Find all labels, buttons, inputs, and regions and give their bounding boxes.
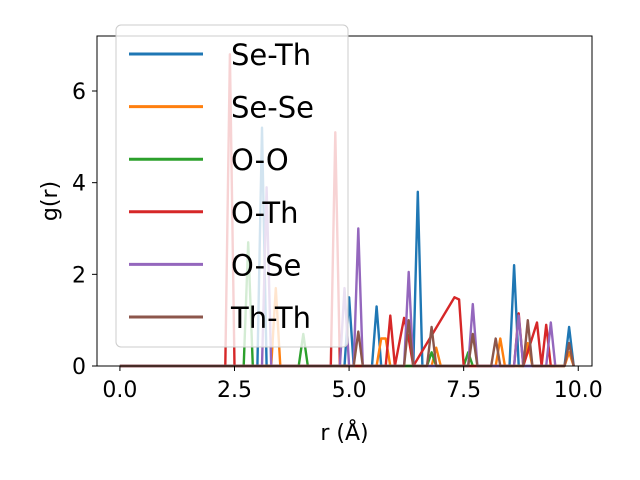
legend-box bbox=[115, 24, 349, 348]
legend-label-o-o: O-O bbox=[231, 143, 289, 177]
legend-label-o-se: O-Se bbox=[231, 248, 301, 282]
x-tick-label: 2.5 bbox=[217, 378, 252, 403]
x-tick-label: 10.0 bbox=[554, 378, 603, 403]
legend-label-se-se: Se-Se bbox=[231, 91, 314, 125]
y-tick-label: 0 bbox=[72, 355, 86, 380]
x-tick-label: 0.0 bbox=[102, 378, 137, 403]
y-axis: 0 2 4 6 bbox=[72, 80, 97, 380]
y-tick-label: 2 bbox=[72, 263, 86, 288]
y-tick-label: 4 bbox=[72, 172, 86, 197]
legend-label-se-th: Se-Th bbox=[231, 38, 311, 72]
legend-label-th-th: Th-Th bbox=[230, 301, 311, 335]
x-axis: 0.0 2.5 5.0 7.5 10.0 bbox=[102, 366, 603, 403]
x-axis-label: r (Å) bbox=[320, 419, 368, 446]
legend-label-o-th: O-Th bbox=[231, 196, 299, 230]
y-tick-label: 6 bbox=[72, 80, 86, 105]
legend: Se-Th Se-Se O-O O-Th O-Se Th-Th bbox=[115, 24, 349, 348]
y-axis-label: g(r) bbox=[38, 181, 63, 221]
x-tick-label: 7.5 bbox=[446, 378, 481, 403]
x-tick-label: 5.0 bbox=[332, 378, 367, 403]
